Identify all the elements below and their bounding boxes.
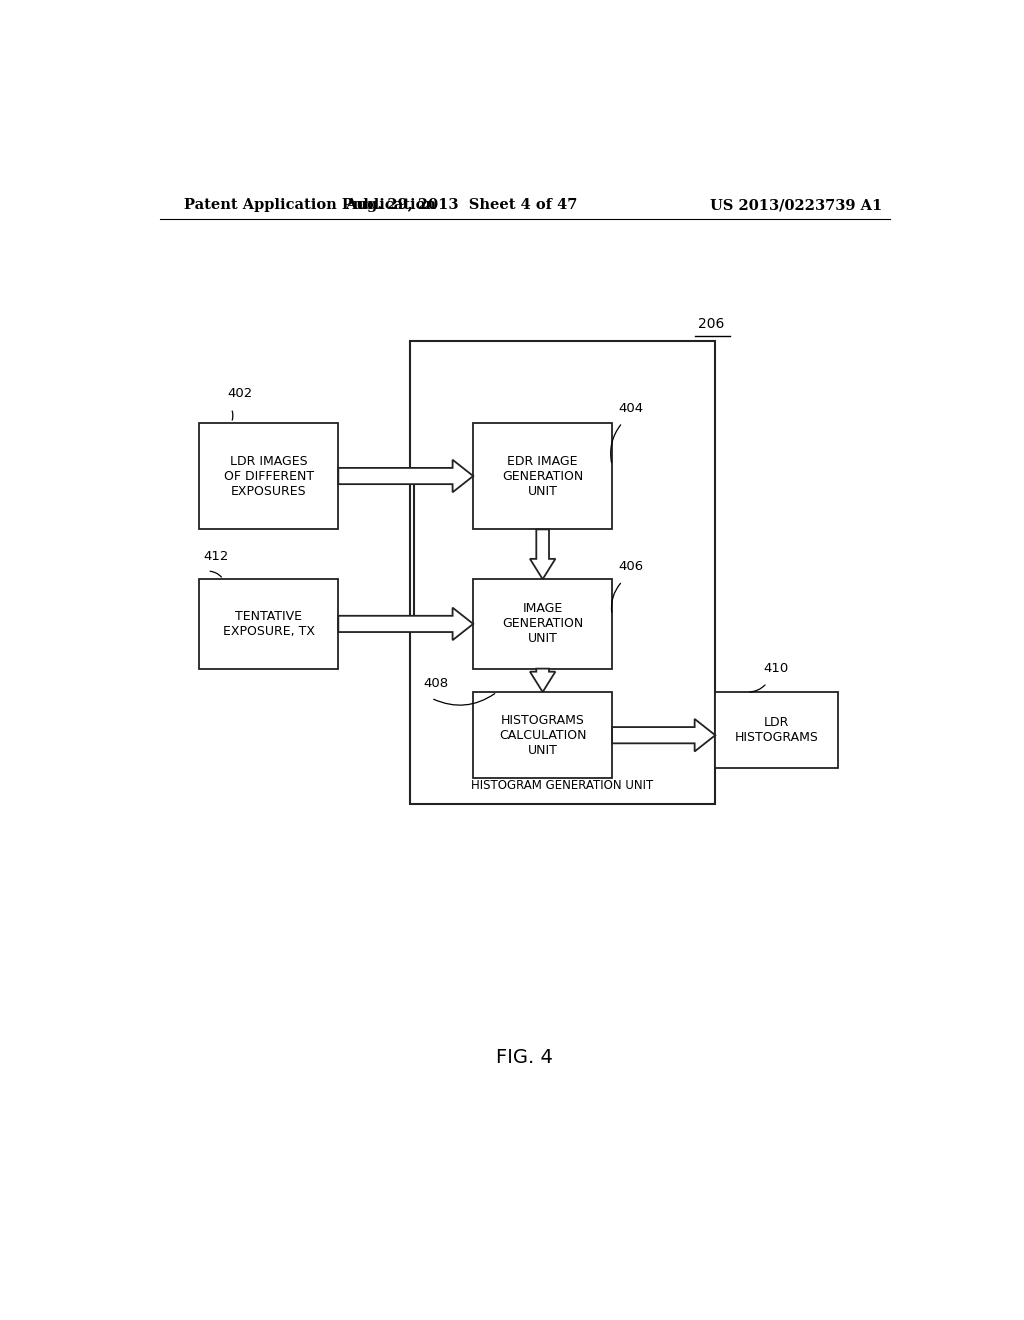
- Text: EDR IMAGE
GENERATION
UNIT: EDR IMAGE GENERATION UNIT: [502, 454, 584, 498]
- Bar: [200, 579, 338, 669]
- Polygon shape: [338, 607, 473, 640]
- Text: 402: 402: [227, 387, 253, 400]
- Text: US 2013/0223739 A1: US 2013/0223739 A1: [710, 198, 882, 213]
- Text: IMAGE
GENERATION
UNIT: IMAGE GENERATION UNIT: [502, 602, 584, 645]
- Text: HISTOGRAM GENERATION UNIT: HISTOGRAM GENERATION UNIT: [471, 779, 653, 792]
- Text: FIG. 4: FIG. 4: [497, 1048, 553, 1068]
- Text: LDR IMAGES
OF DIFFERENT
EXPOSURES: LDR IMAGES OF DIFFERENT EXPOSURES: [224, 454, 314, 498]
- Polygon shape: [338, 459, 473, 492]
- Bar: [473, 692, 612, 779]
- Text: 206: 206: [697, 317, 724, 331]
- Text: TENTATIVE
EXPOSURE, TX: TENTATIVE EXPOSURE, TX: [223, 610, 314, 638]
- Text: 404: 404: [618, 401, 643, 414]
- Text: Aug. 29, 2013  Sheet 4 of 47: Aug. 29, 2013 Sheet 4 of 47: [345, 198, 578, 213]
- Text: Patent Application Publication: Patent Application Publication: [183, 198, 435, 213]
- Bar: [473, 422, 612, 529]
- Bar: [473, 579, 612, 669]
- Text: 408: 408: [423, 677, 449, 690]
- Text: 412: 412: [204, 550, 228, 562]
- Polygon shape: [612, 719, 715, 751]
- Polygon shape: [530, 669, 555, 692]
- Bar: [715, 692, 839, 768]
- Text: LDR
HISTOGRAMS: LDR HISTOGRAMS: [735, 717, 819, 744]
- Text: 410: 410: [763, 661, 788, 675]
- Bar: [410, 342, 715, 804]
- Bar: [200, 422, 338, 529]
- Text: 406: 406: [618, 560, 643, 573]
- Text: HISTOGRAMS
CALCULATION
UNIT: HISTOGRAMS CALCULATION UNIT: [499, 714, 587, 756]
- Polygon shape: [530, 529, 555, 579]
